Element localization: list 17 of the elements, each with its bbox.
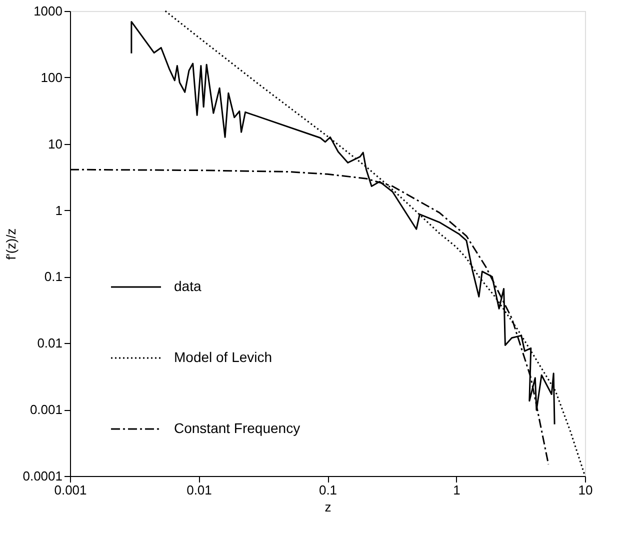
y-tick-label: 0.001 xyxy=(30,402,62,418)
legend-label: Model of Levich xyxy=(174,349,272,365)
x-tick-label: 10 xyxy=(578,482,593,498)
y-tick-label: 10 xyxy=(48,136,62,152)
y-tick-label: 0.01 xyxy=(37,336,62,351)
y-axis-title: f'(z)/z xyxy=(4,228,19,260)
x-axis-title: z xyxy=(324,500,332,514)
x-tick-label: 0.01 xyxy=(186,482,212,498)
y-tick-label: 100 xyxy=(40,70,62,85)
legend-label: data xyxy=(174,278,202,294)
y-tick-label: 0.1 xyxy=(44,269,62,284)
y-tick-label: 1 xyxy=(55,202,62,218)
y-tick-label: 0.0001 xyxy=(22,468,62,484)
x-tick-label: 0.1 xyxy=(318,482,338,498)
legend-label: Constant Frequency xyxy=(174,420,300,436)
y-tick-label: 1000 xyxy=(34,4,62,18)
x-tick-label: 1 xyxy=(453,482,460,498)
